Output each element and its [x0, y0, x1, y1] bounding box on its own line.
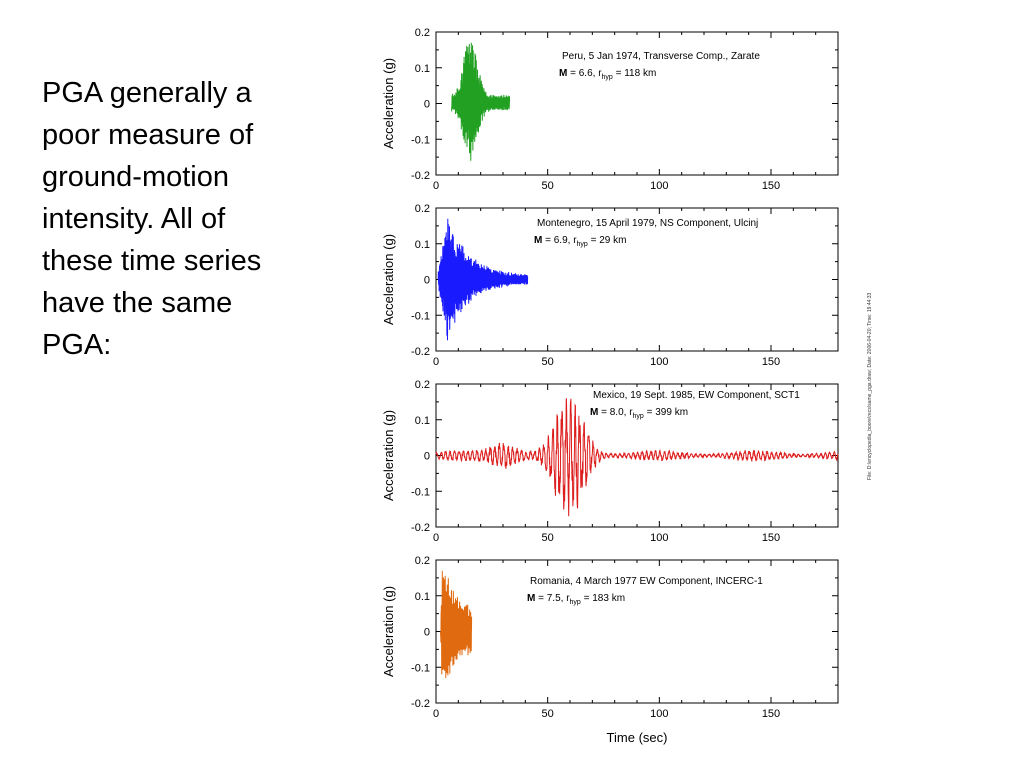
- slide-text-line: PGA generally a: [42, 77, 252, 109]
- event-annotation: Mexico, 19 Sept. 1985, EW Component, SCT…: [593, 390, 800, 401]
- y-tick-label: 0: [424, 451, 430, 463]
- magnitude-annotation: M = 6.6, rhyp = 118 km: [559, 68, 656, 81]
- x-tick-label: 0: [433, 356, 439, 368]
- chart-panel: 0 50 100 150 0.2 0.1 0 -0.1 -0.2 Acceleration (g)…: [381, 555, 839, 745]
- chart-panel: 0 50 100 150 0.2 0.1 0 -0.1 -0.2 Acceleration (g)…: [381, 27, 839, 192]
- chart-panel: 0 50 100 150 0.2 0.1 0 -0.1 -0.2 Acceleration (g)…: [381, 203, 839, 368]
- chart-panel: 0 50 100 150 0.2 0.1 0 -0.1 -0.2 Acceleration (g)…: [381, 379, 839, 544]
- slide-text-line: poor measure of: [42, 119, 254, 151]
- x-tick-label: 50: [542, 180, 554, 192]
- x-tick-label: 150: [762, 708, 780, 720]
- y-tick-label: 0: [424, 99, 430, 111]
- event-annotation: Peru, 5 Jan 1974, Transverse Comp., Zara…: [562, 51, 760, 62]
- y-axis-label: Acceleration (g): [381, 58, 396, 149]
- y-tick-label: 0: [424, 275, 430, 287]
- magnitude-annotation: M = 7.5, rhyp = 183 km: [527, 593, 625, 606]
- slide-text: PGA generally a poor measure of ground-m…: [42, 72, 342, 366]
- y-tick-label: -0.1: [411, 134, 430, 146]
- slide-text-line: intensity. All of: [42, 203, 226, 235]
- y-tick-label: 0.2: [415, 27, 430, 39]
- event-annotation: Romania, 4 March 1977 EW Component, INCE…: [530, 576, 763, 587]
- series-line-peru: [451, 42, 511, 161]
- series-line-romania: [440, 570, 473, 679]
- y-tick-label: -0.2: [411, 522, 430, 534]
- x-tick-label: 150: [762, 180, 780, 192]
- y-axis-label: Acceleration (g): [381, 410, 396, 501]
- x-tick-label: 100: [650, 180, 668, 192]
- y-tick-label: -0.1: [411, 486, 430, 498]
- series-line-montenegro: [437, 218, 529, 341]
- y-tick-label: -0.2: [411, 346, 430, 358]
- x-tick-label: 150: [762, 532, 780, 544]
- y-tick-label: 0.2: [415, 555, 430, 567]
- magnitude-annotation: M = 6.9, rhyp = 29 km: [534, 235, 626, 248]
- y-tick-label: 0.2: [415, 379, 430, 391]
- x-tick-label: 0: [433, 180, 439, 192]
- y-axis-label: Acceleration (g): [381, 234, 396, 325]
- slide-text-line: these time series: [42, 245, 262, 277]
- side-note: File: D:\encyclopedia_boore\recs\same_pg…: [867, 292, 873, 480]
- magnitude-annotation: M = 8.0, rhyp = 399 km: [590, 407, 688, 420]
- x-tick-label: 50: [542, 356, 554, 368]
- y-tick-label: -0.1: [411, 662, 430, 674]
- slide-text-line: PGA:: [42, 329, 112, 361]
- y-tick-label: -0.1: [411, 310, 430, 322]
- y-axis-label: Acceleration (g): [381, 586, 396, 677]
- y-tick-label: 0.1: [415, 415, 430, 427]
- x-tick-label: 50: [542, 708, 554, 720]
- event-annotation: Montenegro, 15 April 1979, NS Component,…: [537, 218, 758, 229]
- x-tick-label: 0: [433, 708, 439, 720]
- y-tick-label: 0: [424, 627, 430, 639]
- x-tick-label: 150: [762, 356, 780, 368]
- slide-text-line: ground-motion: [42, 161, 229, 193]
- x-tick-label: 100: [650, 708, 668, 720]
- x-tick-label: 50: [542, 532, 554, 544]
- y-tick-label: -0.2: [411, 170, 430, 182]
- y-tick-label: 0.2: [415, 203, 430, 215]
- y-tick-label: -0.2: [411, 698, 430, 710]
- slide-text-line: have the same: [42, 287, 233, 319]
- y-tick-label: 0.1: [415, 591, 430, 603]
- x-axis-label: Time (sec): [607, 730, 668, 745]
- x-tick-label: 100: [650, 532, 668, 544]
- y-tick-label: 0.1: [415, 63, 430, 75]
- series-line-mexico: [435, 398, 839, 517]
- x-tick-label: 0: [433, 532, 439, 544]
- y-tick-label: 0.1: [415, 239, 430, 251]
- x-tick-label: 100: [650, 356, 668, 368]
